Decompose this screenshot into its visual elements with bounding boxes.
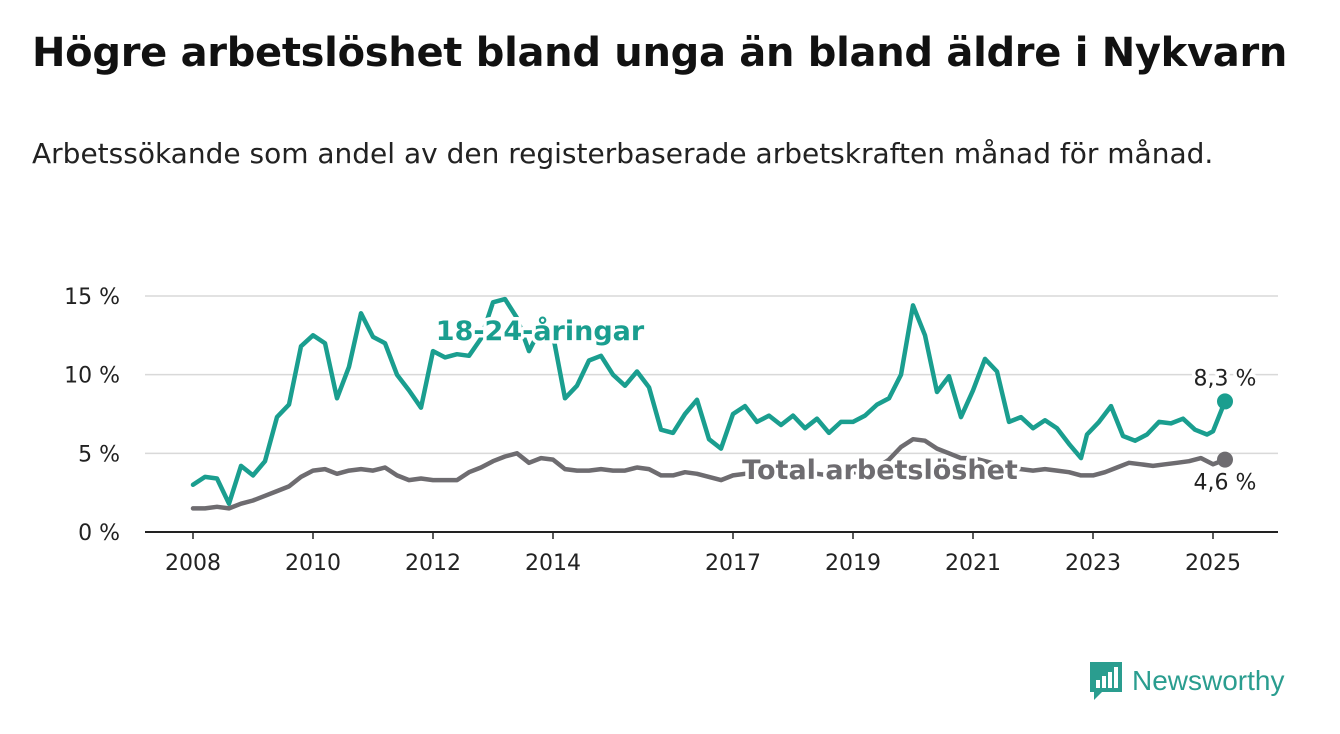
x-tick-label: 2014	[525, 551, 581, 576]
series-end-point	[1217, 451, 1233, 468]
y-axis: 0 % 5 % 10 % 15 %	[64, 285, 120, 546]
newsworthy-brand[interactable]: Newsworthy	[1088, 660, 1284, 702]
x-tick-label: 2012	[405, 551, 461, 576]
y-tick-label: 5 %	[78, 442, 120, 467]
end-value-youth: 8,3 %	[1194, 366, 1257, 391]
end-value-total: 4,6 %	[1194, 471, 1257, 496]
series-end-point	[1217, 393, 1233, 410]
x-tick-label: 2017	[705, 551, 761, 576]
newsworthy-logo-icon	[1090, 662, 1122, 700]
x-tick-label: 2010	[285, 551, 341, 576]
y-tick-label: 10 %	[64, 364, 120, 389]
series-line	[190, 296, 1228, 506]
x-tick-label: 2021	[945, 551, 1001, 576]
chart-subtitle: Arbetssökande som andel av den registerb…	[32, 137, 1214, 170]
x-tick-label: 2025	[1185, 551, 1241, 576]
series-label-youth: 18-24-åringar	[436, 315, 645, 347]
y-tick-label: 15 %	[64, 285, 120, 310]
series-label-total: Total arbetslöshet	[742, 455, 1018, 486]
chart-title: Högre arbetslöshet bland unga än bland ä…	[32, 30, 1288, 76]
brand-name: Newsworthy	[1132, 665, 1285, 696]
x-tick-label: 2019	[825, 551, 881, 576]
series-lines	[190, 296, 1233, 511]
gridlines	[145, 295, 1278, 455]
series-line	[190, 436, 1228, 511]
series-labels: 18-24-åringar Total arbetslöshet 8,3 % 4,6 …	[432, 312, 1260, 500]
x-tick-label: 2023	[1065, 551, 1121, 576]
x-axis: 2008 2010 2012 2014 2017 2019 2021 2023 2025	[145, 531, 1278, 576]
x-tick-label: 2008	[165, 551, 221, 576]
y-tick-label: 0 %	[78, 521, 120, 546]
